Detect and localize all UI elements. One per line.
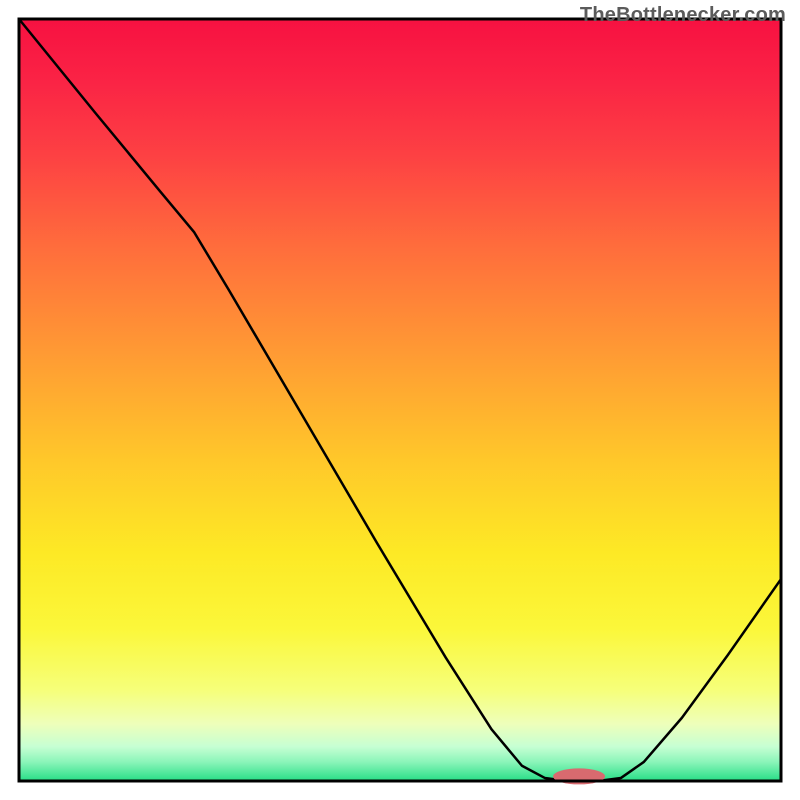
chart-gradient-background (19, 19, 781, 781)
watermark-text: TheBottlenecker.com (580, 4, 786, 27)
bottleneck-chart (0, 0, 800, 800)
